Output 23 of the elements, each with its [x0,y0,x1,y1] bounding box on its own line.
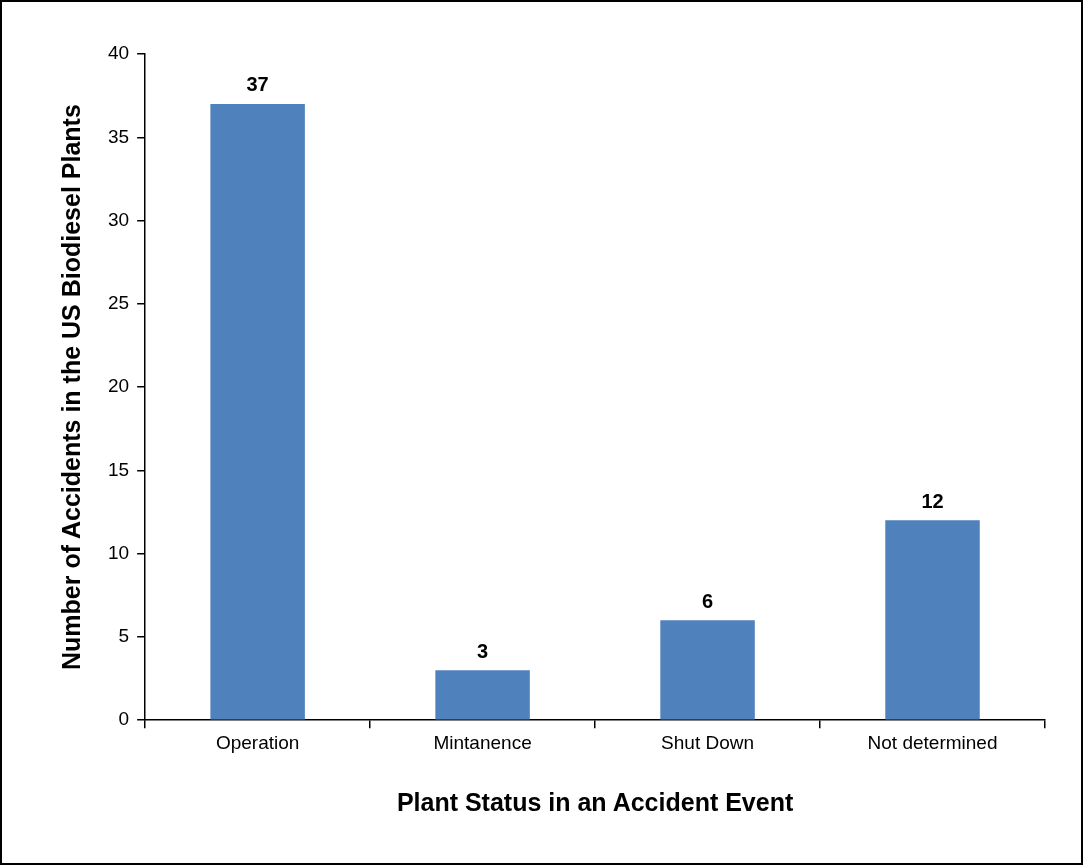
y-tick-label: 0 [118,708,130,730]
bar [660,620,755,720]
y-tick-label: 40 [107,42,130,64]
bar [885,520,980,720]
y-axis-title: Number of Accidents in the US Biodiesel Plants [56,104,85,671]
y-tick-label: 20 [107,375,130,397]
x-tick-label: Not determined [867,731,998,753]
y-tick-label: 15 [107,458,130,480]
y-tick-label: 25 [107,292,130,314]
x-tick-label: Operation [215,731,300,753]
y-tick-label: 10 [107,541,130,563]
x-tick-label: Shut Down [661,731,755,753]
y-tick-label: 5 [118,625,130,647]
data-label: 6 [701,589,714,612]
bar [435,670,530,720]
y-tick-label: 35 [107,125,130,147]
data-label: 3 [477,639,489,662]
x-axis-title: Plant Status in an Accident Event [396,787,794,816]
x-tick-label: Mintanence [433,731,532,753]
data-label: 12 [921,489,944,512]
data-label: 37 [246,73,269,96]
bar [210,103,305,720]
y-tick-label: 30 [107,208,130,230]
